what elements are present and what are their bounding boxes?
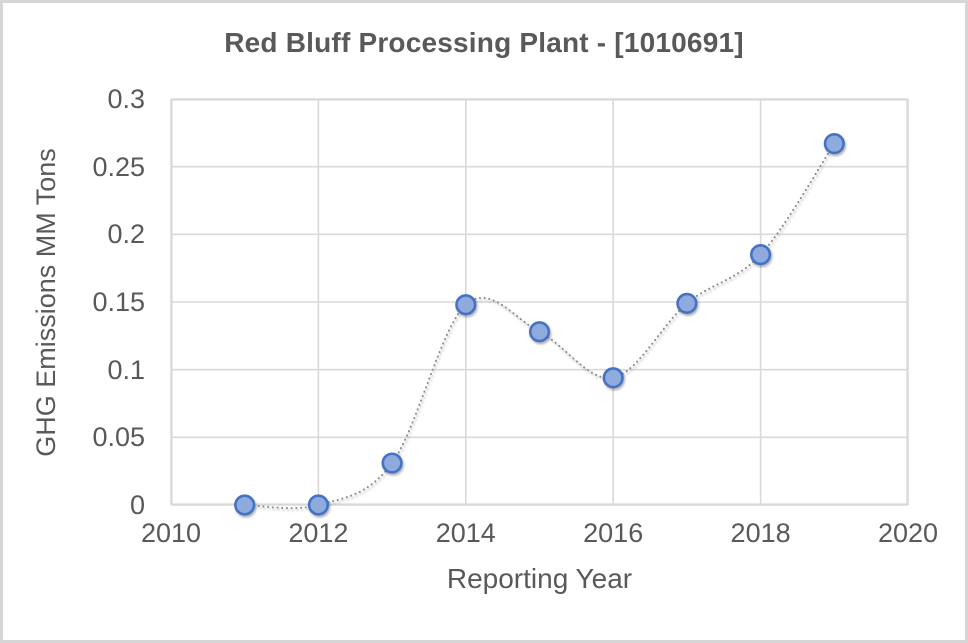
x-tick-label: 2020 [877, 518, 939, 548]
x-tick-label: 2018 [730, 518, 791, 548]
y-tick-label: 0.3 [107, 84, 145, 114]
data-point-marker [234, 494, 256, 516]
data-point-marker [455, 294, 477, 316]
y-tick-label: 0.25 [92, 151, 145, 182]
data-point-marker [602, 367, 624, 389]
data-point-marker [749, 244, 772, 266]
data-point-marker [676, 292, 698, 314]
chart-title: Red Bluff Processing Plant - [1010691] [224, 27, 744, 58]
data-point-marker [381, 452, 403, 474]
y-tick-label: 0.05 [92, 422, 145, 453]
x-tick-label: 2014 [435, 518, 496, 548]
gridlines [170, 98, 909, 506]
x-axis-title: Reporting Year [446, 563, 633, 594]
data-points [234, 133, 845, 516]
x-tick-label: 2012 [288, 518, 349, 548]
x-tick-label: 2010 [140, 518, 202, 548]
data-point-marker [823, 133, 845, 155]
y-tick-label: 0.15 [92, 287, 145, 317]
plot-area [170, 98, 909, 516]
y-tick-label: 0.1 [107, 354, 145, 385]
x-tick-label: 2016 [583, 518, 644, 548]
data-point-marker [528, 321, 551, 343]
y-tick-label: 0 [129, 490, 145, 520]
data-point-marker [307, 494, 329, 516]
y-tick-label: 0.2 [107, 219, 145, 250]
plot-border [171, 99, 909, 505]
